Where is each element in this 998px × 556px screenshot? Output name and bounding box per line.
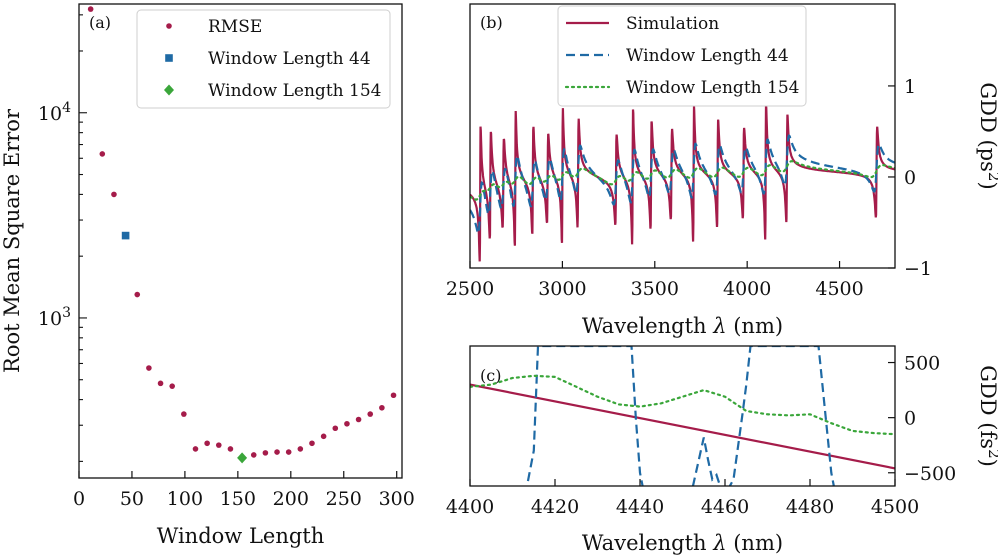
- rmse-point: [297, 446, 304, 452]
- legend-marker-154: [164, 84, 174, 96]
- legend-label-a: RMSE: [208, 17, 262, 37]
- legend-b: Simulation Window Length 44 Window Length …: [557, 5, 807, 107]
- x-tick-label-c: 4440: [616, 496, 664, 518]
- rmse-point: [192, 446, 199, 452]
- rmse-point: [355, 416, 362, 423]
- x-tick-label-c: 4500: [871, 496, 919, 518]
- axes-frame-b: [469, 3, 896, 269]
- x-tick-label-a: 50: [120, 488, 144, 510]
- x-tick-label-b: 4500: [815, 278, 863, 300]
- y-tick-label-b: 0: [904, 167, 916, 189]
- panel-c: 4400 4420 4440 4460 4480 4500 500 0 −500 (c) Wavel…: [446, 346, 998, 555]
- rmse-point: [227, 446, 234, 452]
- x-axis-label-a: Window Length: [157, 524, 325, 548]
- y-tick-label-c: 0: [904, 408, 916, 430]
- x-tick-label-a: 100: [167, 488, 203, 510]
- legend-label-b: Window Length 154: [626, 78, 799, 98]
- rmse-point: [87, 6, 94, 12]
- y-axis-label-a: Root Mean Square Error: [0, 108, 24, 373]
- rmse-point: [344, 420, 350, 427]
- window-154-point: [237, 452, 248, 464]
- axes-frame-a: [78, 3, 403, 479]
- y-axis-label-c: GDD (fs2): [976, 365, 998, 467]
- panel-a-plot: [87, 6, 397, 464]
- y-tick-label-a: 103: [38, 305, 71, 330]
- rmse-point: [157, 380, 164, 387]
- x-tick-label-b: 3000: [538, 278, 586, 300]
- axes-frame-c: [469, 345, 896, 487]
- rmse-point: [111, 191, 117, 198]
- legend-label-b: Window Length 44: [626, 46, 789, 66]
- rmse-point: [379, 404, 385, 411]
- rmse-point: [332, 425, 339, 432]
- rmse-point: [134, 291, 141, 298]
- legend-label-a: Window Length 44: [208, 49, 371, 69]
- window-44-point: [121, 231, 130, 240]
- y-tick-label-c: 500: [904, 353, 940, 375]
- x-tick-label-c: 4480: [786, 496, 834, 518]
- rmse-point: [250, 452, 257, 458]
- window-154-line-b: [470, 160, 895, 201]
- x-tick-label-c: 4420: [531, 496, 579, 518]
- panel-label-b: (b): [480, 13, 503, 32]
- rmse-point: [309, 440, 315, 447]
- rmse-point: [169, 383, 175, 389]
- rmse-point: [285, 449, 292, 455]
- legend-a: RMSE Window Length 44 Window Length 154: [136, 9, 391, 109]
- y-tick-label-a: 104: [38, 100, 71, 125]
- panel-label-a: (a): [89, 13, 111, 32]
- x-tick-label-b: 2500: [446, 278, 494, 300]
- x-tick-label-b: 4000: [723, 278, 771, 300]
- rmse-point: [274, 449, 280, 455]
- x-tick-label-a: 150: [220, 488, 256, 510]
- y-tick-label-b: 1: [904, 76, 916, 98]
- x-tick-label-a: 0: [73, 488, 85, 510]
- rmse-point: [367, 411, 374, 417]
- window-44-line-c: [525, 346, 835, 486]
- simulation-line-c: [470, 383, 895, 470]
- legend-box-a: [136, 9, 391, 109]
- y-axis-label-b: GDD (ps2): [976, 82, 998, 189]
- x-tick-label-a: 250: [326, 488, 362, 510]
- y-tick-label-b: −1: [904, 258, 932, 280]
- rmse-point: [146, 365, 152, 371]
- x-tick-label-c: 4400: [446, 496, 494, 518]
- x-tick-label-c: 4460: [701, 496, 749, 518]
- legend-label-b: Simulation: [626, 14, 719, 34]
- rmse-point: [320, 433, 327, 440]
- x-axis-label-b: Wavelength λ (nm): [582, 314, 783, 338]
- rmse-point: [99, 151, 106, 157]
- panel-b-plot: [470, 104, 895, 262]
- rmse-point: [181, 411, 187, 417]
- legend-label-a: Window Length 154: [208, 81, 381, 101]
- rmse-point: [262, 450, 269, 456]
- panel-a: 0 50 100 150 200 250 300 103 104 (a) Window Length…: [0, 6, 415, 548]
- x-tick-label-a: 200: [273, 488, 309, 510]
- legend-marker-44: [165, 54, 173, 62]
- rmse-point: [215, 442, 222, 448]
- rmse-point: [390, 392, 397, 399]
- x-axis-label-c: Wavelength λ (nm): [582, 531, 783, 555]
- x-tick-label-b: 3500: [631, 278, 679, 300]
- panel-c-plot: [470, 346, 895, 486]
- panel-b: 2500 3000 3500 4000 4500 1 0 −1 (b) Wavelength λ …: [446, 5, 998, 338]
- legend-box-b: [557, 5, 807, 107]
- panel-label-c: (c): [480, 366, 501, 385]
- rmse-point: [204, 440, 210, 447]
- y-tick-label-c: −500: [904, 463, 956, 485]
- x-tick-label-a: 300: [379, 488, 415, 510]
- legend-marker-rmse: [166, 23, 172, 29]
- window-154-line-c: [470, 374, 895, 436]
- window-44-line-b: [470, 134, 895, 235]
